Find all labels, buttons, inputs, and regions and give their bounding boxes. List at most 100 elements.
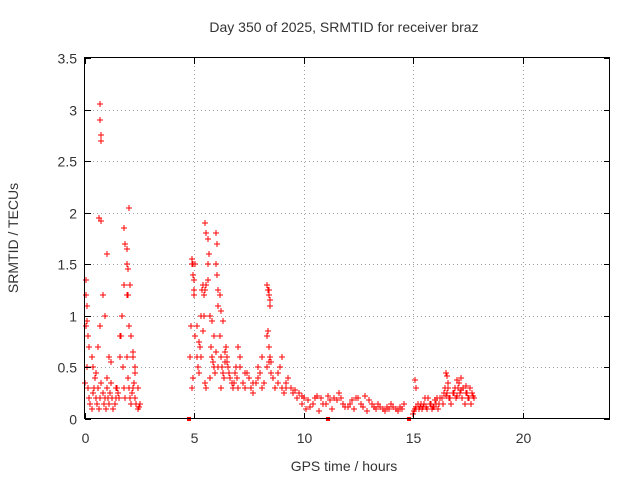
data-point [214,272,220,278]
data-point [104,251,110,257]
y-tick-label: 0 [69,412,77,428]
data-point [209,354,215,360]
data-point [122,241,128,247]
data-point [89,406,95,412]
data-point [390,404,396,410]
data-point [104,385,110,391]
data-point [446,395,452,401]
data-point [296,390,302,396]
data-point [83,292,89,298]
x-tick-label: 20 [516,430,532,446]
data-point [135,385,141,391]
data-point [191,287,197,293]
data-point [445,380,451,386]
data-point [267,297,273,303]
data-point [444,390,450,396]
data-point [240,380,246,386]
y-tick-label: 3.5 [58,51,78,67]
data-point [220,318,226,324]
data-point [226,370,232,376]
data-point [205,261,211,267]
data-point [458,375,464,381]
data-point [268,359,274,365]
data-point [261,380,267,386]
y-axis-label: SRMTID / TECUs [5,183,21,293]
data-point [455,385,461,391]
data-point [190,272,196,278]
data-point [257,370,263,376]
data-point [213,230,219,236]
data-point [224,359,230,365]
data-point [98,218,104,224]
data-point [85,333,91,339]
data-point [113,385,119,391]
grid [85,58,610,419]
data-point [132,395,138,401]
data-point [266,287,272,293]
data-point [235,344,241,350]
data-point [85,385,91,391]
data-point [267,303,273,309]
data-point [211,333,217,339]
plot-frame [84,57,610,419]
data-point [222,349,228,355]
data-point [237,364,243,370]
data-point [131,380,137,386]
data-point [420,404,426,410]
data-point [232,370,238,376]
data-point [270,375,276,381]
data-point [207,375,213,381]
data-point [250,380,256,386]
data-point [98,132,104,138]
data-point [201,313,207,319]
data-point [277,364,283,370]
data-point [188,323,194,329]
data-point [110,406,116,412]
data-point [470,393,476,399]
data-point [299,401,305,407]
data-point [121,282,127,288]
data-point [129,390,135,396]
data-point [334,397,340,403]
data-point [433,401,439,407]
data-point [364,408,370,414]
data-point [201,292,207,298]
data-point [451,390,457,396]
data-point [218,354,224,360]
data-point [250,390,256,396]
data-point [246,375,252,381]
data-point [120,364,126,370]
data-point [259,354,265,360]
data-point [100,292,106,298]
data-point [349,397,355,403]
data-point [104,375,110,381]
x-axis-label: GPS time / hours [291,458,398,474]
data-point [366,397,372,403]
data-point [220,370,226,376]
data-point [208,344,214,350]
data-point [453,395,459,401]
data-point [399,406,405,412]
data-point [467,385,473,391]
data-point [401,401,407,407]
data-point [225,364,231,370]
data-point [95,385,101,391]
data-point [187,354,193,360]
y-tick-label: 1 [69,309,77,325]
data-point [198,354,204,360]
data-point [124,354,130,360]
data-point [266,344,272,350]
data-point [255,364,261,370]
data-point [312,395,318,401]
data-point [215,303,221,309]
data-point [310,401,316,407]
data-point [338,395,344,401]
data-point [268,370,274,376]
x-tick-label: 0 [82,430,90,446]
y-tick-label: 0.5 [58,360,78,376]
data-point [194,323,200,329]
data-point [207,313,213,319]
data-point [192,333,198,339]
data-point [124,261,130,267]
data-point [93,370,99,376]
